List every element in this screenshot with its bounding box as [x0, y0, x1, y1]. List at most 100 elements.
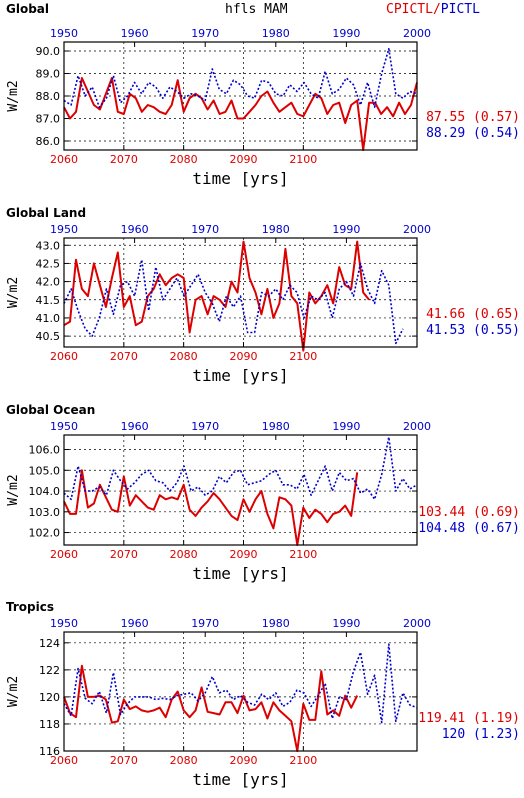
top-tick-label: 1950 — [50, 617, 78, 630]
top-tick-label: 1980 — [262, 420, 290, 433]
bottom-tick-label: 2080 — [170, 548, 198, 561]
panel-2: Global Land 2060 2070 2080 2090 2100 1950 1960 1… — [6, 206, 520, 385]
y-axis-label: W/m2 — [6, 474, 21, 505]
right-title-sep: / — [433, 2, 441, 17]
series-blue-line — [63, 643, 418, 724]
y-tick-label: 86.0 — [36, 135, 61, 148]
figure-right-title: CPICTL/PICTL — [386, 2, 480, 17]
stat-red: 103.44 (0.69) — [418, 505, 520, 520]
plot-frame — [63, 631, 418, 752]
stat-red: 87.55 (0.57) — [426, 110, 520, 125]
top-tick-label: 1990 — [332, 420, 360, 433]
series-blue-line — [63, 258, 404, 345]
y-tick-label: 42.5 — [36, 257, 61, 270]
y-tick-label: 42.0 — [36, 276, 61, 289]
top-tick-label: 1970 — [191, 617, 219, 630]
series-blue-line — [63, 47, 418, 108]
plot-frame — [63, 434, 418, 546]
y-tick-label: 89.0 — [36, 68, 61, 81]
panel-title: Tropics — [6, 600, 54, 614]
top-tick-label: 1990 — [332, 617, 360, 630]
series-blue-line — [63, 436, 418, 501]
bottom-tick-label: 2060 — [50, 350, 78, 363]
series-red-line — [63, 240, 370, 352]
top-tick-label: 1970 — [191, 27, 219, 40]
bottom-tick-label: 2060 — [50, 548, 78, 561]
stat-blue: 41.53 (0.55) — [426, 323, 520, 338]
top-tick-label: 2000 — [403, 223, 431, 236]
y-tick-label: 102.0 — [29, 527, 61, 540]
y-tick-label: 122 — [39, 664, 60, 677]
grid — [63, 435, 417, 545]
stat-red: 41.66 (0.65) — [426, 307, 520, 322]
bottom-tick-label: 2100 — [289, 548, 317, 561]
top-tick-label: 1960 — [121, 617, 149, 630]
top-tick-label: 1980 — [262, 617, 290, 630]
top-tick-label: 1960 — [121, 27, 149, 40]
y-tick-label: 40.5 — [36, 330, 61, 343]
y-tick-label: 103.0 — [29, 506, 61, 519]
bottom-tick-label: 2080 — [170, 350, 198, 363]
figure-center-title: hfls MAM — [225, 2, 288, 17]
bottom-tick-label: 2090 — [229, 350, 257, 363]
x-axis-label: time [yrs] — [192, 366, 288, 385]
y-tick-label: 88.0 — [36, 90, 61, 103]
bottom-tick-label: 2100 — [289, 350, 317, 363]
x-axis-label: time [yrs] — [192, 169, 288, 188]
plot-frame — [63, 237, 418, 348]
top-tick-label: 1980 — [262, 27, 290, 40]
bottom-tick-label: 2060 — [50, 754, 78, 767]
bottom-tick-label: 2100 — [289, 153, 317, 166]
series-red-line — [63, 664, 359, 752]
bottom-tick-label: 2070 — [110, 754, 138, 767]
y-tick-label: 120 — [39, 691, 60, 704]
panel-4: Tropics 2060 2070 2080 2090 2100 1950 1960 1970 1… — [6, 600, 520, 789]
y-axis-label: W/m2 — [6, 277, 21, 308]
stat-blue: 88.29 (0.54) — [426, 126, 520, 141]
top-tick-label: 1970 — [191, 420, 219, 433]
panel-3: Global Ocean 2060 2070 2080 2090 2100 1950 1960… — [6, 403, 520, 583]
top-tick-label: 1990 — [332, 223, 360, 236]
y-tick-label: 41.0 — [36, 312, 61, 325]
y-axis-label: W/m2 — [6, 676, 21, 707]
top-tick-label: 1970 — [191, 223, 219, 236]
bottom-tick-label: 2100 — [289, 754, 317, 767]
top-tick-label: 1980 — [262, 223, 290, 236]
y-tick-label: 118 — [39, 718, 60, 731]
right-title-blue: PICTL — [441, 2, 480, 17]
series-red-line — [63, 469, 359, 546]
y-tick-label: 124 — [39, 637, 60, 650]
bottom-tick-label: 2070 — [110, 153, 138, 166]
stat-red: 119.41 (1.19) — [418, 711, 520, 726]
bottom-tick-label: 2090 — [229, 548, 257, 561]
bottom-tick-label: 2070 — [110, 350, 138, 363]
top-tick-label: 2000 — [403, 617, 431, 630]
top-tick-label: 1950 — [50, 420, 78, 433]
bottom-tick-label: 2090 — [229, 153, 257, 166]
series-red-line — [63, 77, 418, 151]
bottom-tick-label: 2060 — [50, 153, 78, 166]
top-tick-label: 1950 — [50, 223, 78, 236]
bottom-tick-label: 2070 — [110, 548, 138, 561]
x-axis-label: time [yrs] — [192, 564, 288, 583]
top-tick-label: 1960 — [121, 223, 149, 236]
top-tick-label: 2000 — [403, 27, 431, 40]
panel-1: Global 2060 2070 2080 2090 2100 1950 1960 1970 19… — [6, 2, 520, 188]
x-axis-label: time [yrs] — [192, 770, 288, 789]
top-tick-label: 1960 — [121, 420, 149, 433]
y-tick-label: 105.0 — [29, 464, 61, 477]
y-tick-label: 43.0 — [36, 239, 61, 252]
y-tick-label: 90.0 — [36, 45, 61, 58]
right-title-red: CPICTL — [386, 2, 433, 17]
bottom-tick-label: 2080 — [170, 754, 198, 767]
bottom-tick-label: 2090 — [229, 754, 257, 767]
y-tick-label: 116 — [39, 745, 60, 758]
panels-group: Global 2060 2070 2080 2090 2100 1950 1960 1970 19… — [6, 2, 520, 789]
y-tick-label: 106.0 — [29, 444, 61, 457]
stat-blue: 104.48 (0.67) — [418, 521, 520, 536]
top-tick-label: 2000 — [403, 420, 431, 433]
stat-blue: 120 (1.23) — [442, 727, 520, 742]
panel-title: Global Ocean — [6, 403, 95, 417]
top-tick-label: 1950 — [50, 27, 78, 40]
